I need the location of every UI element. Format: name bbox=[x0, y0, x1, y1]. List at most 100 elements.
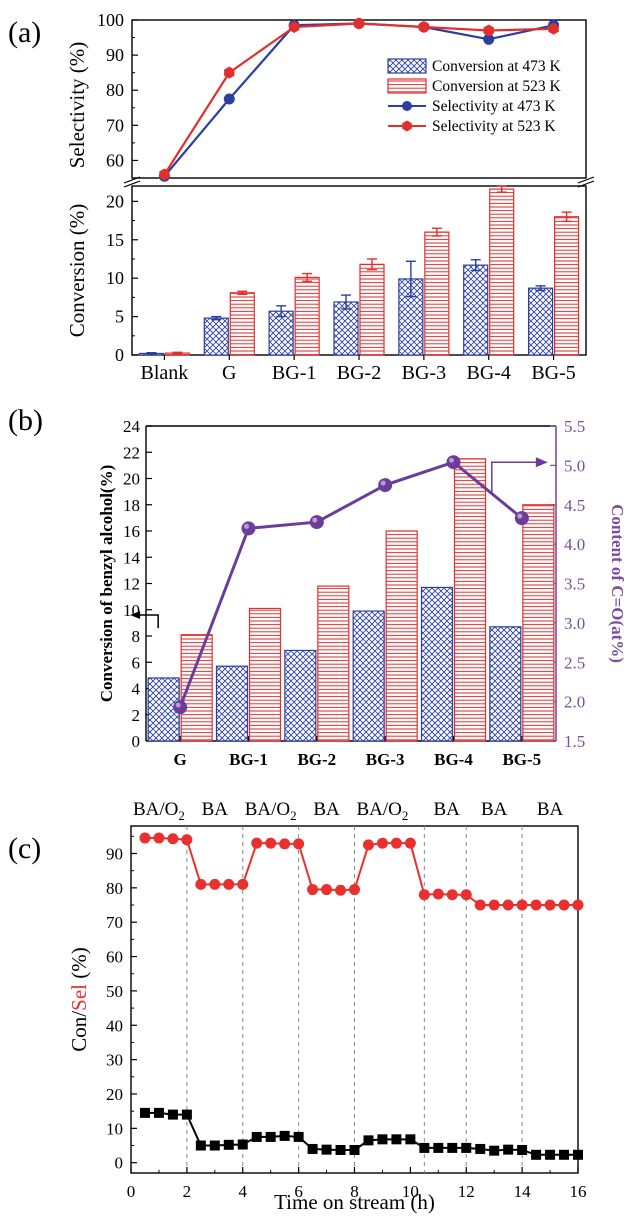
selectivity-point bbox=[237, 878, 249, 890]
category-label: BG-4 bbox=[466, 362, 510, 384]
phase-label-text: BA bbox=[537, 799, 564, 820]
x-tick-label: 4 bbox=[239, 1182, 248, 1201]
axis-break-right-mark bbox=[577, 180, 595, 188]
bar-conversion-473 bbox=[203, 317, 229, 356]
category-label: BG-3 bbox=[366, 750, 405, 769]
co-content-point-highlight bbox=[175, 702, 181, 708]
left-axis-arrow bbox=[138, 614, 159, 629]
phase-label-subscript: 2 bbox=[290, 808, 297, 823]
co-content-line bbox=[178, 460, 523, 708]
selectivity-point bbox=[404, 837, 416, 849]
selectivity-473-point bbox=[223, 93, 235, 105]
category-label: BG-3 bbox=[402, 362, 446, 384]
conversion-point bbox=[195, 1140, 206, 1151]
conversion-point bbox=[419, 1142, 430, 1153]
selectivity-point bbox=[279, 838, 291, 850]
conversion-point bbox=[265, 1131, 276, 1142]
conversion-point bbox=[349, 1144, 360, 1155]
selectivity-point bbox=[181, 834, 193, 846]
right-tick-label: 3.5 bbox=[564, 575, 585, 594]
conversion-point bbox=[489, 1145, 500, 1156]
conversion-point bbox=[531, 1149, 542, 1160]
bar-conversion-473 bbox=[420, 586, 454, 742]
conversion-point bbox=[279, 1130, 290, 1141]
category-label: BG-1 bbox=[272, 362, 316, 384]
legend-swatch-473-bar bbox=[387, 58, 427, 74]
selectivity-point bbox=[530, 899, 542, 911]
conversion-tick-label: 0 bbox=[115, 345, 124, 365]
conversion-point bbox=[391, 1134, 402, 1145]
right-tick-label: 5.0 bbox=[564, 456, 585, 475]
axis-break-right-mark bbox=[577, 176, 595, 184]
selectivity-523-point bbox=[224, 66, 235, 79]
conversion-tick-label: 20 bbox=[106, 191, 124, 211]
selectivity-point bbox=[251, 837, 263, 849]
x-tick-label: 14 bbox=[514, 1182, 532, 1201]
bar-conversion-473 bbox=[463, 264, 489, 356]
category-label: BG-4 bbox=[434, 750, 473, 769]
conversion-point bbox=[363, 1135, 374, 1146]
x-tick-label: 10 bbox=[402, 1182, 419, 1201]
right-axis-arrow bbox=[491, 461, 538, 493]
selectivity-point bbox=[265, 837, 277, 849]
y-tick-label: 60 bbox=[106, 948, 123, 967]
left-tick-label: 14 bbox=[123, 548, 141, 567]
selectivity-523-point bbox=[159, 168, 170, 181]
y-tick-label: 50 bbox=[106, 982, 123, 1001]
left-tick-label: 4 bbox=[132, 680, 141, 699]
phase-label-text: BA/O bbox=[245, 799, 290, 820]
y-tick-label: 40 bbox=[106, 1016, 123, 1035]
phase-label: BA/O2 bbox=[133, 799, 185, 823]
selectivity-point bbox=[335, 884, 347, 896]
right-tick-label: 4.5 bbox=[564, 496, 585, 515]
phase-label: BA bbox=[481, 799, 508, 820]
conversion-plot-frame bbox=[131, 185, 587, 356]
selectivity-523-point bbox=[548, 22, 559, 35]
x-tick-label: 0 bbox=[127, 1182, 136, 1201]
left-tick-label: 20 bbox=[123, 470, 140, 489]
selectivity-point bbox=[362, 839, 374, 851]
y-axis-title: Con/Sel (%) bbox=[67, 947, 91, 1051]
legend-marker-473 bbox=[402, 101, 412, 111]
selectivity-523-point bbox=[288, 21, 300, 34]
conversion-axis-title: Conversion (%) bbox=[65, 204, 89, 338]
selectivity-point bbox=[544, 899, 556, 911]
phase-label: BA/O2 bbox=[356, 799, 408, 823]
conversion-point bbox=[139, 1107, 150, 1118]
bar-conversion-523 bbox=[180, 634, 213, 742]
conversion-point bbox=[573, 1149, 583, 1160]
conversion-point bbox=[559, 1149, 570, 1160]
y-tick-label: 90 bbox=[106, 844, 123, 863]
selectivity-point bbox=[349, 884, 360, 896]
co-content-point bbox=[173, 700, 188, 715]
left-tick-label: 16 bbox=[123, 522, 140, 541]
conversion-point bbox=[475, 1143, 486, 1154]
right-axis-arrow-head bbox=[535, 457, 548, 468]
selectivity-523-point bbox=[418, 21, 430, 34]
category-label: G bbox=[222, 362, 236, 384]
selectivity-tick-label: 70 bbox=[106, 115, 124, 135]
conversion-point bbox=[545, 1149, 556, 1160]
bar-conversion-523 bbox=[229, 292, 255, 356]
conversion-point bbox=[405, 1134, 416, 1145]
right-tick-label: 3.0 bbox=[564, 614, 585, 633]
selectivity-tick-label: 80 bbox=[106, 80, 124, 100]
y-tick-label: 0 bbox=[115, 1154, 124, 1173]
conversion-point bbox=[447, 1142, 458, 1153]
conversion-point bbox=[237, 1139, 248, 1150]
left-tick-label: 6 bbox=[132, 653, 141, 672]
selectivity-point bbox=[209, 878, 221, 890]
selectivity-523-point bbox=[483, 24, 494, 37]
selectivity-point bbox=[418, 889, 430, 901]
bar-conversion-523 bbox=[248, 607, 282, 742]
selectivity-tick-label: 100 bbox=[97, 10, 124, 30]
co-content-point bbox=[446, 455, 461, 470]
bar-conversion-473 bbox=[284, 649, 317, 742]
conversion-tick-label: 10 bbox=[106, 268, 124, 288]
panel-label-a: (a) bbox=[8, 16, 41, 49]
conversion-point bbox=[209, 1140, 220, 1151]
selectivity-523-point bbox=[353, 17, 365, 30]
left-tick-label: 22 bbox=[123, 443, 140, 462]
x-tick-label: 6 bbox=[294, 1182, 303, 1201]
